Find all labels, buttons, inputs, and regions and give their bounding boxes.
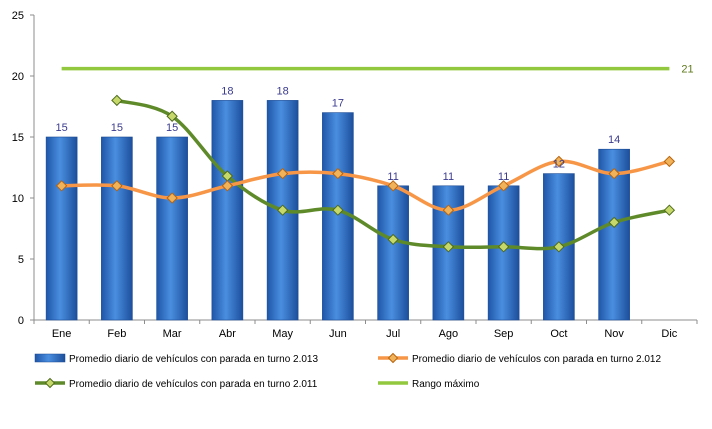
x-tick-label: Abr bbox=[219, 328, 236, 340]
bar-data-label: 11 bbox=[443, 171, 454, 183]
legend-label: Promedio diario de vehículos con parada … bbox=[69, 354, 318, 365]
bar-data-label: 12 bbox=[553, 159, 565, 171]
bar-data-label: 11 bbox=[498, 171, 509, 183]
point bbox=[276, 204, 289, 216]
bar bbox=[45, 136, 78, 321]
x-tick-label: Jul bbox=[386, 328, 400, 340]
legend: Promedio diario de vehículos con parada … bbox=[34, 352, 661, 390]
bar bbox=[487, 185, 520, 321]
point bbox=[608, 167, 620, 180]
x-tick-label: Feb bbox=[107, 328, 126, 340]
legend-label: Rango máximo bbox=[412, 379, 480, 390]
line-series bbox=[55, 94, 676, 253]
x-tick-label: Ago bbox=[439, 328, 459, 340]
point bbox=[497, 241, 510, 253]
bar-data-label: 15 bbox=[111, 122, 123, 134]
x-tick-label: Sep bbox=[494, 328, 514, 340]
x-tick-label: Mar bbox=[163, 328, 182, 340]
bar-data-label: 15 bbox=[166, 122, 178, 134]
point bbox=[44, 377, 56, 389]
y-tick-label: 15 bbox=[12, 132, 24, 144]
point bbox=[442, 241, 455, 253]
point bbox=[663, 204, 676, 216]
bar-data-label: 18 bbox=[221, 85, 233, 97]
point bbox=[442, 204, 455, 216]
bar bbox=[156, 136, 188, 321]
bar-data-label: 18 bbox=[277, 85, 289, 97]
point bbox=[276, 167, 289, 180]
series-line bbox=[59, 159, 672, 212]
point bbox=[55, 180, 68, 192]
point bbox=[111, 180, 123, 192]
point bbox=[166, 192, 178, 204]
series-line bbox=[115, 98, 672, 251]
point bbox=[111, 94, 123, 107]
reference-line-label: 21 bbox=[681, 64, 693, 76]
y-tick-label: 20 bbox=[12, 71, 24, 83]
bar-data-label: 15 bbox=[56, 122, 68, 134]
bar bbox=[377, 185, 409, 321]
y-tick-label: 25 bbox=[12, 10, 24, 22]
bar-data-label: 11 bbox=[387, 171, 398, 183]
bar bbox=[211, 100, 244, 321]
reference-line: 21 bbox=[61, 64, 694, 76]
x-tick-label: Dic bbox=[661, 328, 677, 340]
point bbox=[332, 204, 344, 216]
point bbox=[387, 233, 399, 246]
y-tick-label: 5 bbox=[18, 254, 24, 266]
point bbox=[553, 155, 565, 168]
y-tick-label: 0 bbox=[18, 315, 24, 327]
point bbox=[608, 216, 620, 229]
point bbox=[221, 180, 234, 192]
point bbox=[166, 110, 178, 122]
point bbox=[387, 180, 399, 192]
legend-label: Promedio diario de vehículos con parada … bbox=[69, 379, 318, 390]
x-tick-label: Jun bbox=[329, 328, 347, 340]
x-tick-label: Ene bbox=[52, 328, 72, 340]
y-tick-label: 10 bbox=[12, 193, 24, 205]
bar-data-label: 14 bbox=[608, 134, 620, 146]
legend-label: Promedio diario de vehículos con parada … bbox=[412, 354, 661, 365]
x-tick-label: Oct bbox=[550, 328, 567, 340]
point bbox=[497, 180, 510, 192]
point bbox=[663, 155, 676, 168]
data-labels: 15 15 15 18 18 17 11 11 11 12 14 bbox=[56, 85, 621, 182]
x-tick-label: May bbox=[272, 328, 293, 340]
chart-axes: 0 5 10 15 20 25 Ene Feb Mar Abr May Jun Jul Ago Sep Oct… bbox=[12, 10, 698, 340]
legend-swatch bbox=[34, 353, 66, 363]
point bbox=[553, 241, 565, 253]
point bbox=[387, 352, 399, 364]
bar-data-label: 17 bbox=[332, 98, 344, 110]
x-tick-label: Nov bbox=[604, 328, 624, 340]
bar bbox=[101, 136, 133, 321]
point bbox=[332, 167, 344, 180]
